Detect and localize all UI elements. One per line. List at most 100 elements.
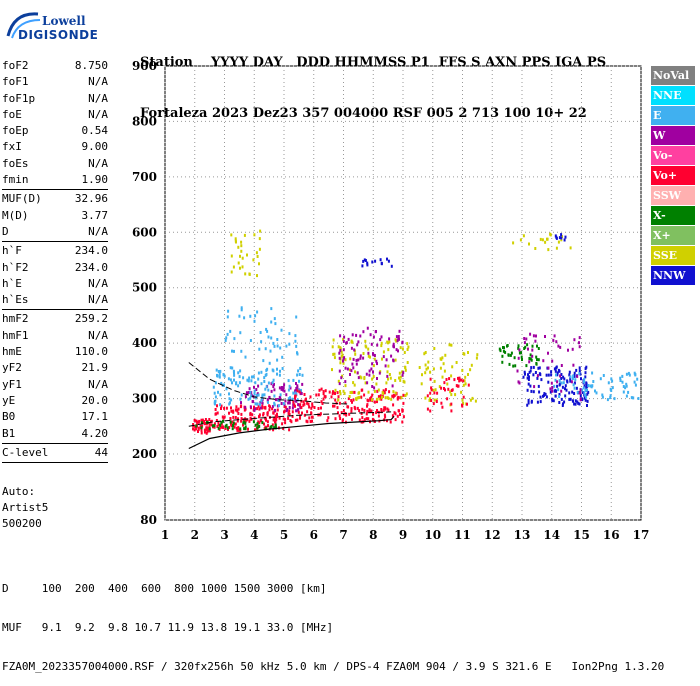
echo-point xyxy=(562,381,565,385)
echo-point xyxy=(257,420,260,424)
echo-point xyxy=(387,348,390,352)
echo-point xyxy=(287,397,290,401)
echo-point xyxy=(213,422,216,426)
echo-point xyxy=(228,426,231,429)
echo-point xyxy=(583,380,585,384)
echo-point xyxy=(288,384,291,388)
echo-point xyxy=(237,371,240,375)
echo-point xyxy=(574,399,577,403)
echo-point xyxy=(633,380,636,384)
echo-point xyxy=(369,355,371,359)
echo-point xyxy=(233,378,235,382)
param-separator xyxy=(2,309,108,311)
echo-point xyxy=(434,388,437,392)
echo-point xyxy=(258,247,261,251)
echo-point xyxy=(513,356,516,360)
echo-point xyxy=(564,387,566,391)
echo-point xyxy=(339,334,342,338)
echo-point xyxy=(309,395,312,399)
echo-point xyxy=(289,386,292,390)
echo-point xyxy=(270,336,273,340)
echo-point xyxy=(244,395,247,399)
logo-digisonde: DIGISONDE xyxy=(18,28,99,42)
echo-point xyxy=(536,344,538,348)
echo-point xyxy=(263,422,265,426)
echo-point xyxy=(219,369,222,373)
echo-point xyxy=(299,392,302,396)
x-tick-label: 10 xyxy=(424,528,441,542)
echo-point xyxy=(258,262,260,266)
echo-point xyxy=(264,416,267,420)
echo-point xyxy=(273,401,276,405)
echo-point xyxy=(578,345,581,349)
echo-point xyxy=(564,384,567,388)
echo-point xyxy=(294,418,297,422)
echo-point xyxy=(231,366,234,370)
param-row: h`E N/A xyxy=(2,276,108,292)
echo-point xyxy=(553,384,556,388)
ionogram-plot: 1 2 3 4 5 6 7 8 9 10 11 12 13 14 15 16 17802003004005006… xyxy=(132,59,649,542)
echo-point xyxy=(519,238,522,242)
echo-point xyxy=(429,397,432,401)
echo-point xyxy=(585,395,588,399)
echo-point xyxy=(344,384,347,388)
echo-point xyxy=(609,394,612,398)
echo-point xyxy=(287,401,290,405)
echo-point xyxy=(426,394,429,398)
param-value: 259.2 xyxy=(74,312,108,326)
echo-point xyxy=(394,358,397,362)
echo-point xyxy=(440,386,443,390)
echo-point xyxy=(529,353,532,357)
echo-point xyxy=(243,408,246,412)
echo-point xyxy=(558,395,561,398)
param-row: h`F2 234.0 xyxy=(2,260,108,276)
echo-point xyxy=(575,368,578,372)
y-tick-label: 400 xyxy=(132,336,157,350)
echo-point xyxy=(244,405,247,409)
echo-point xyxy=(338,414,341,418)
echo-point xyxy=(235,240,237,244)
echo-point xyxy=(239,369,242,373)
echo-point xyxy=(457,376,459,380)
legend-item-vo: Vo- xyxy=(651,146,695,165)
echo-point xyxy=(587,390,590,394)
param-value: 234.0 xyxy=(74,244,108,258)
echo-point xyxy=(386,374,389,378)
echo-point xyxy=(532,373,535,377)
echo-point xyxy=(355,398,358,401)
echo-point xyxy=(372,375,375,378)
echo-point xyxy=(225,336,228,340)
echo-point xyxy=(579,372,582,376)
echo-point xyxy=(253,392,256,396)
echo-point xyxy=(575,386,578,390)
echo-point xyxy=(342,361,345,365)
echo-point xyxy=(578,369,581,373)
echo-point xyxy=(371,393,374,397)
echo-point xyxy=(273,388,276,392)
echo-point xyxy=(562,375,565,379)
echo-point xyxy=(246,378,249,382)
echo-point xyxy=(450,402,453,406)
echo-point xyxy=(555,373,557,377)
echo-point xyxy=(235,405,238,409)
echo-point xyxy=(250,417,253,421)
echo-point xyxy=(218,375,221,379)
echo-point xyxy=(269,405,271,409)
echo-point xyxy=(342,357,345,361)
echo-point xyxy=(339,348,342,352)
echo-point xyxy=(272,418,275,422)
echo-point xyxy=(547,366,550,370)
echo-point xyxy=(385,358,388,362)
echo-point xyxy=(404,365,407,369)
echo-point xyxy=(394,412,397,416)
param-name: yE xyxy=(2,393,16,407)
logo-lowell: Lowell xyxy=(42,14,86,28)
echo-point xyxy=(279,396,282,400)
echo-point xyxy=(249,390,252,394)
echo-point xyxy=(233,373,236,377)
echo-point xyxy=(578,402,581,406)
echo-point xyxy=(373,400,376,404)
echo-point xyxy=(272,341,275,345)
echo-point xyxy=(228,397,231,401)
echo-point xyxy=(382,355,385,359)
